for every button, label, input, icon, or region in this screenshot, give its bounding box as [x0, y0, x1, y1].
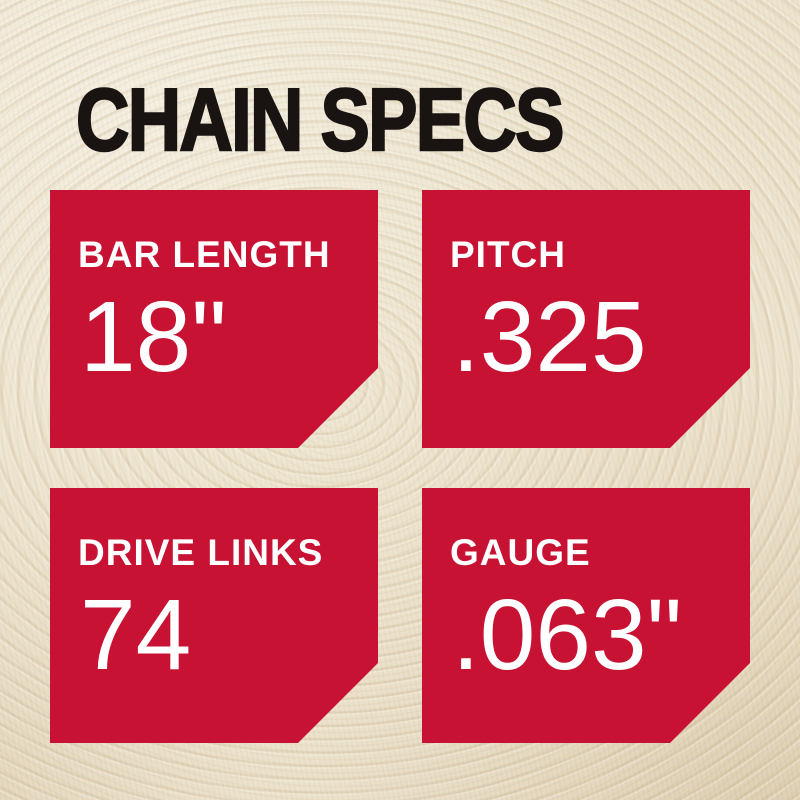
- page-title: CHAIN SPECS: [75, 70, 566, 169]
- spec-value-drive-links: 74: [80, 579, 192, 691]
- spec-card-bar-length: BAR LENGTH 18": [50, 190, 378, 448]
- specs-grid: BAR LENGTH 18" PITCH .325 DRIVE LINKS 74…: [50, 190, 750, 743]
- spec-value-pitch: .325: [452, 281, 647, 393]
- spec-label-gauge: GAUGE: [450, 532, 591, 573]
- spec-card-drive-links: DRIVE LINKS 74: [50, 488, 378, 743]
- spec-card-pitch: PITCH .325: [422, 190, 750, 448]
- spec-value-bar-length: 18": [80, 281, 227, 393]
- spec-value-gauge: .063": [452, 579, 683, 691]
- spec-label-pitch: PITCH: [450, 234, 566, 275]
- spec-label-drive-links: DRIVE LINKS: [78, 532, 324, 573]
- spec-card-gauge: GAUGE .063": [422, 488, 750, 743]
- spec-label-bar-length: BAR LENGTH: [78, 234, 331, 275]
